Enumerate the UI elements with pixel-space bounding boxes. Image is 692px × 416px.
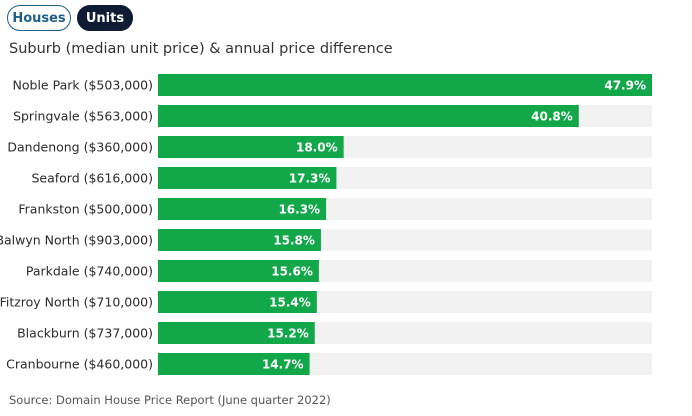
category-label: Frankston ($500,000)	[18, 202, 153, 217]
bar	[158, 229, 321, 251]
bar	[158, 260, 319, 282]
bar	[158, 136, 344, 158]
bar-row: Noble Park ($503,000) 47.9%	[13, 74, 652, 96]
bar-row: Springvale ($563,000) 40.8%	[13, 105, 652, 127]
category-label: Fitzroy North ($710,000)	[0, 295, 153, 310]
bar-row: Blackburn ($737,000) 15.2%	[17, 322, 652, 344]
bar	[158, 353, 310, 375]
category-label: Dandenong ($360,000)	[7, 140, 153, 155]
chart-subtitle: Suburb (median unit price) & annual pric…	[9, 41, 393, 57]
category-label: Springvale ($563,000)	[13, 109, 153, 124]
value-label: 15.4%	[269, 296, 311, 310]
bar	[158, 105, 579, 127]
value-label: 47.9%	[604, 79, 646, 93]
value-label: 15.8%	[273, 234, 315, 248]
bar-row: Frankston ($500,000) 16.3%	[18, 198, 652, 220]
value-label: 15.2%	[267, 327, 309, 341]
property-type-tabs: Houses Units	[7, 5, 133, 31]
bar	[158, 167, 337, 189]
category-label: Parkdale ($740,000)	[26, 264, 153, 279]
bar	[158, 291, 317, 313]
bar-row: Seaford ($616,000) 17.3%	[31, 167, 652, 189]
value-label: 18.0%	[296, 141, 338, 155]
category-label: Balwyn North ($903,000)	[0, 233, 153, 248]
bar-row: Fitzroy North ($710,000) 15.4%	[0, 291, 652, 313]
category-label: Seaford ($616,000)	[31, 171, 153, 186]
bar	[158, 322, 315, 344]
source-note: Source: Domain House Price Report (June …	[9, 393, 331, 407]
bar	[158, 74, 652, 96]
category-label: Noble Park ($503,000)	[13, 78, 153, 93]
bar-chart: Noble Park ($503,000) 47.9% Springvale ($5…	[0, 74, 652, 375]
tab-houses[interactable]: Houses	[7, 5, 71, 31]
bar-row: Balwyn North ($903,000) 15.8%	[0, 229, 652, 251]
value-label: 40.8%	[531, 110, 573, 124]
value-label: 16.3%	[278, 203, 320, 217]
value-label: 15.6%	[271, 265, 313, 279]
tab-units[interactable]: Units	[77, 5, 133, 31]
value-label: 14.7%	[262, 358, 304, 372]
bar-row: Cranbourne ($460,000) 14.7%	[6, 353, 652, 375]
bar	[158, 198, 327, 220]
category-label: Cranbourne ($460,000)	[6, 357, 153, 372]
bar-row: Parkdale ($740,000) 15.6%	[26, 260, 652, 282]
value-label: 17.3%	[289, 172, 331, 186]
bar-row: Dandenong ($360,000) 18.0%	[7, 136, 652, 158]
category-label: Blackburn ($737,000)	[17, 326, 153, 341]
